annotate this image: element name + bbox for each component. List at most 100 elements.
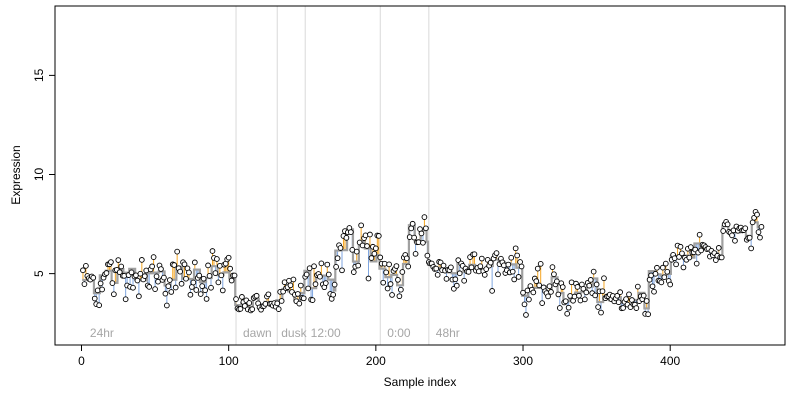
data-point (178, 280, 185, 287)
data-point (598, 309, 604, 316)
data-point (411, 234, 417, 241)
data-point (536, 282, 543, 289)
data-point (659, 264, 666, 271)
data-point (746, 234, 753, 241)
data-point (353, 248, 360, 255)
data-point (649, 283, 656, 290)
data-point (312, 281, 319, 288)
data-point (420, 239, 426, 246)
data-point (152, 286, 158, 292)
data-point (177, 268, 183, 275)
data-point (676, 254, 682, 260)
data-point (218, 272, 225, 279)
data-point (372, 245, 379, 252)
data-point (412, 250, 419, 257)
data-point (111, 291, 117, 298)
data-point (477, 263, 484, 270)
data-point (590, 268, 597, 275)
data-point (181, 261, 188, 268)
data-point (658, 279, 665, 286)
data-point (548, 289, 554, 295)
data-point (515, 274, 522, 280)
data-point (136, 293, 142, 300)
data-point (337, 245, 344, 251)
data-point (551, 271, 557, 278)
data-point (601, 275, 607, 282)
data-point (418, 230, 425, 237)
y-tick-label: 10 (32, 168, 46, 182)
y-axis: 5 10 15 (32, 68, 55, 277)
data-point (696, 231, 703, 238)
data-point (212, 270, 219, 276)
annotation-label: 0:00 (387, 326, 411, 340)
data-point (633, 305, 640, 311)
data-point (643, 298, 650, 304)
data-point (303, 271, 310, 278)
data-point (122, 296, 129, 303)
data-point (239, 294, 245, 300)
data-point (755, 229, 762, 235)
data-point (664, 268, 671, 275)
data-point (96, 302, 103, 309)
data-point (508, 254, 515, 261)
data-point (512, 245, 519, 252)
data-point (83, 263, 89, 269)
data-point (687, 244, 694, 250)
data-point (172, 284, 179, 291)
data-point (309, 297, 316, 303)
data-point (306, 265, 313, 272)
data-point (679, 250, 685, 257)
data-point (368, 255, 375, 261)
data-point (620, 305, 626, 311)
data-point (355, 262, 362, 269)
data-point (108, 259, 114, 265)
data-point (364, 243, 370, 249)
data-point (523, 312, 529, 318)
data-point (186, 269, 192, 276)
data-point (97, 280, 104, 287)
data-point (468, 264, 475, 271)
data-point (393, 263, 400, 269)
data-point (433, 265, 440, 272)
data-point (693, 260, 700, 267)
data-point (168, 289, 175, 295)
data-point (161, 274, 167, 281)
data-point (246, 300, 253, 306)
data-point (150, 254, 157, 260)
x-axis: 0 100 200 300 400 (78, 345, 681, 368)
data-point (375, 233, 382, 239)
data-point (729, 232, 735, 239)
data-point (200, 275, 207, 282)
data-point (758, 224, 765, 230)
data-point (347, 229, 354, 235)
data-point (128, 269, 135, 276)
data-point (396, 293, 403, 300)
data-point (661, 274, 668, 281)
data-point (365, 275, 372, 282)
data-point (275, 306, 282, 312)
x-tick-label: 100 (219, 354, 239, 368)
data-point (471, 251, 478, 258)
data-point (520, 289, 526, 296)
data-point (294, 291, 301, 297)
data-point (219, 287, 226, 294)
data-point (634, 283, 641, 290)
data-point (367, 231, 373, 238)
data-point (521, 301, 528, 308)
data-point (203, 296, 210, 302)
data-point (209, 248, 216, 254)
data-point (448, 264, 454, 271)
data-point (197, 291, 204, 297)
data-point (141, 273, 148, 279)
data-point (339, 267, 345, 274)
data-point (265, 291, 272, 298)
data-point (130, 284, 136, 291)
data-point (81, 281, 88, 287)
x-tick-label: 400 (660, 354, 680, 368)
y-axis-title: Expression (9, 145, 23, 204)
data-point (134, 277, 141, 284)
data-point (754, 211, 760, 218)
data-point (399, 269, 406, 275)
data-point (652, 270, 659, 277)
data-point (592, 292, 598, 299)
